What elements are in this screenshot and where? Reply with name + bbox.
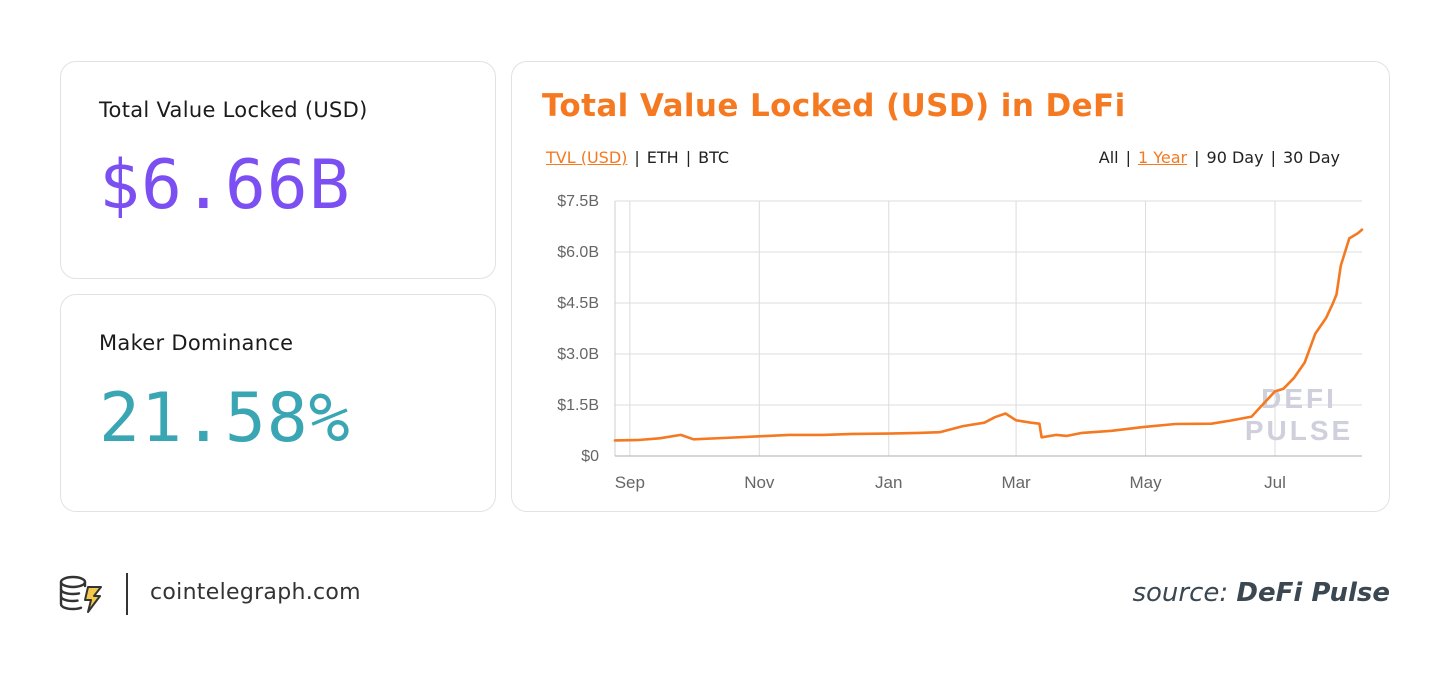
tab-separator: |	[1125, 148, 1131, 167]
x-tick-label: Jul	[1264, 473, 1286, 492]
tab-range-30-day[interactable]: 30 Day	[1282, 148, 1340, 167]
maker-dominance-card: Maker Dominance 21.58%	[60, 294, 496, 512]
metric-tabs: TVL (USD) | ETH | BTC	[546, 148, 729, 167]
chart-title: Total Value Locked (USD) in DeFi	[542, 88, 1126, 124]
maker-dominance-label: Maker Dominance	[99, 331, 294, 355]
x-tick-label: Mar	[1001, 473, 1031, 492]
tvl-stat-value: $6.66B	[99, 146, 351, 225]
tab-separator: |	[685, 148, 692, 167]
tab-tvl-usd[interactable]: TVL (USD)	[546, 148, 628, 167]
maker-dominance-value: 21.58%	[99, 379, 351, 458]
x-tick-label: May	[1129, 473, 1162, 492]
tvl-stat-label: Total Value Locked (USD)	[99, 98, 368, 122]
x-tick-label: Jan	[875, 473, 902, 492]
cointelegraph-logo-icon	[58, 573, 104, 619]
source-prefix: source:	[1132, 578, 1229, 608]
x-tick-label: Sep	[615, 473, 645, 492]
y-tick-label: $1.5B	[557, 397, 599, 414]
footer-source: source: DeFi Pulse	[1132, 578, 1390, 608]
tab-btc[interactable]: BTC	[698, 148, 730, 167]
tab-range-all[interactable]: All	[1098, 148, 1119, 167]
tab-separator: |	[1194, 148, 1200, 167]
tvl-series-line	[613, 228, 1364, 442]
footer-divider	[126, 573, 128, 615]
tvl-stat-card: Total Value Locked (USD) $6.66B	[60, 61, 496, 279]
y-tick-label: $3.0B	[557, 346, 599, 363]
tab-separator: |	[1270, 148, 1276, 167]
range-tabs: All | 1 Year | 90 Day | 30 Day	[1099, 148, 1340, 167]
tab-range-90-day[interactable]: 90 Day	[1206, 148, 1264, 167]
footer-site-link[interactable]: cointelegraph.com	[150, 580, 361, 605]
y-tick-label: $6.0B	[557, 244, 599, 261]
y-tick-label: $0	[581, 448, 599, 465]
watermark-line-2: PULSE	[1245, 415, 1353, 446]
tvl-chart-card: Total Value Locked (USD) in DeFi TVL (US…	[511, 61, 1390, 512]
source-name: DeFi Pulse	[1236, 578, 1390, 608]
y-tick-label: $4.5B	[557, 295, 599, 312]
tvl-line-chart: $0 $1.5B $3.0B $4.5B $6.0B $7.5B Sep Nov Jan Mar M…	[557, 193, 1364, 492]
watermark-line-1: DEFI	[1261, 383, 1337, 414]
tab-eth[interactable]: ETH	[646, 148, 679, 167]
tab-range-1-year[interactable]: 1 Year	[1137, 148, 1188, 167]
x-tick-label: Nov	[744, 473, 775, 492]
tab-separator: |	[634, 148, 640, 167]
y-tick-label: $7.5B	[557, 193, 599, 210]
